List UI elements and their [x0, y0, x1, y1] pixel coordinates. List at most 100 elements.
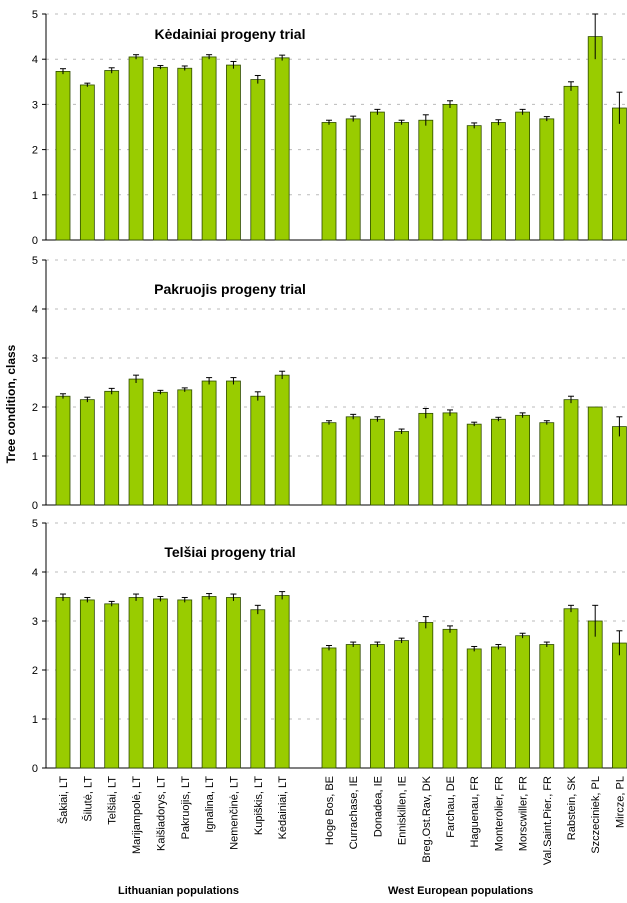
category-label: Haguenau, FR: [469, 776, 481, 848]
bar: [250, 609, 266, 769]
bar: [321, 422, 337, 506]
bar: [466, 648, 482, 769]
bar: [55, 395, 71, 506]
category-label: Monterolier, FR: [493, 776, 505, 851]
y-tick-label: 3: [32, 616, 38, 628]
bar: [345, 416, 361, 506]
bar: [128, 378, 144, 506]
bar: [152, 598, 168, 769]
bar: [515, 635, 530, 769]
bar: [104, 70, 120, 241]
y-tick-label: 3: [32, 99, 38, 111]
bar: [563, 608, 579, 769]
y-tick-label: 0: [32, 763, 38, 775]
bar: [201, 56, 217, 241]
bar: [418, 412, 434, 506]
bar: [539, 422, 555, 506]
category-label: Rabstein, SK: [566, 775, 578, 840]
y-tick-label: 2: [32, 402, 38, 414]
category-label: Pakruojis, LT: [180, 776, 192, 840]
y-tick-label: 3: [32, 353, 38, 365]
bar: [442, 628, 458, 769]
y-tick-label: 1: [32, 714, 38, 726]
bar: [418, 119, 434, 241]
y-tick-label: 1: [32, 190, 38, 202]
bar: [369, 644, 385, 769]
bar: [201, 380, 217, 506]
y-tick-label: 5: [32, 518, 38, 530]
y-tick-label: 4: [32, 304, 38, 316]
bar: [152, 66, 168, 241]
group-label-west-european: West European populations: [388, 885, 534, 897]
bar: [79, 599, 95, 769]
bar: [226, 597, 241, 769]
category-label: Breg.Ost.Rav, DK: [421, 775, 433, 862]
y-tick-label: 2: [32, 145, 38, 157]
bar: [128, 56, 144, 241]
bar: [539, 118, 555, 241]
y-tick-label: 2: [32, 665, 38, 677]
category-label: Kėdainiai, LT: [277, 776, 289, 840]
bar: [250, 395, 266, 506]
y-axis-label: Tree condition, class: [4, 344, 18, 464]
bar: [274, 57, 290, 241]
bar: [394, 640, 410, 769]
panel-title: Telšiai progeny trial: [164, 544, 295, 560]
bar: [394, 431, 410, 506]
bar: [612, 426, 627, 506]
bar: [55, 597, 71, 769]
bar: [394, 122, 410, 241]
bar: [104, 603, 120, 769]
category-label: Hoge Bos, BE: [324, 776, 336, 845]
y-tick-label: 5: [32, 255, 38, 267]
category-label: Currachase, IE: [348, 776, 360, 849]
category-label: Kaišiadorys, LT: [155, 776, 167, 851]
bar: [418, 622, 434, 769]
category-label: Val.Saint.Pier., FR: [542, 776, 554, 865]
bar: [587, 620, 603, 769]
bar: [274, 374, 290, 506]
bar: [104, 390, 120, 506]
bar: [442, 104, 458, 241]
bar: [274, 595, 290, 769]
bar: [612, 642, 627, 769]
bar: [587, 36, 603, 241]
bar: [369, 418, 385, 506]
category-label: Farchau, DE: [445, 776, 457, 838]
bar: [55, 71, 71, 241]
bar: [250, 79, 266, 241]
bar: [177, 389, 193, 506]
panel-title: Kėdainiai progeny trial: [155, 26, 306, 42]
bar: [515, 111, 530, 241]
category-label: Kupiškis, LT: [253, 776, 265, 835]
y-tick-label: 5: [32, 9, 38, 21]
y-tick-label: 4: [32, 54, 38, 66]
category-label: Telšiai, LT: [107, 776, 119, 825]
category-label: Marijampolė, LT: [131, 776, 143, 854]
bar: [539, 644, 555, 769]
bar: [79, 84, 95, 241]
bar: [442, 412, 458, 506]
category-label: Mircze, PL: [614, 776, 626, 828]
bar: [321, 647, 337, 769]
y-tick-label: 0: [32, 235, 38, 247]
y-tick-label: 0: [32, 500, 38, 512]
bar: [79, 399, 95, 506]
bar: [201, 596, 217, 769]
bar: [466, 125, 482, 241]
bar: [466, 423, 482, 506]
group-label-lithuanian: Lithuanian populations: [118, 885, 239, 897]
bar: [490, 418, 506, 506]
bar: [321, 122, 337, 241]
category-label: Nemenčinė, LT: [228, 776, 240, 850]
bar: [177, 67, 193, 241]
bar: [490, 646, 506, 769]
category-label: Morscwiller, FR: [518, 776, 530, 851]
category-label: Enniskillen, IE: [397, 776, 409, 845]
category-label: Donadea, IE: [372, 776, 384, 837]
bar: [490, 122, 506, 241]
bar: [226, 64, 241, 241]
category-label: Szczeciniek, PL: [590, 776, 602, 854]
bar: [612, 107, 627, 241]
